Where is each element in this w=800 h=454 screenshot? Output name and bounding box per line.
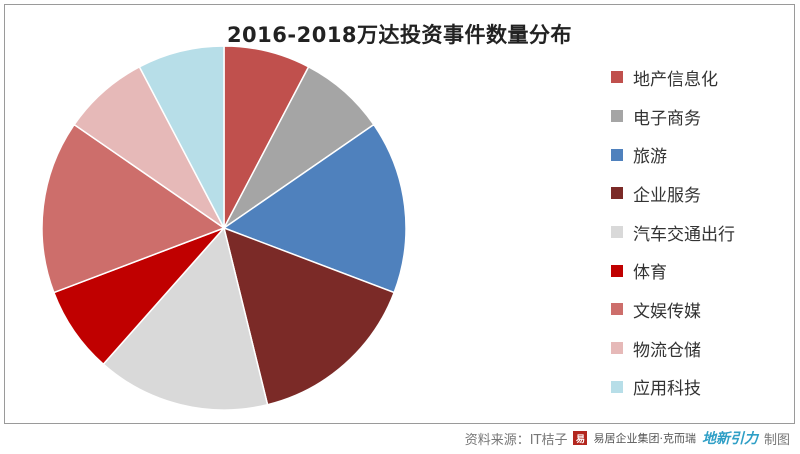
legend-swatch	[611, 187, 623, 200]
chart-legend: 地产信息化电子商务旅游企业服务汽车交通出行 体育文娱传媒物流仓储应用科技	[611, 58, 735, 406]
legend-item: 文娱传媒	[611, 290, 735, 329]
legend-swatch	[611, 71, 623, 84]
pie-slice-3	[222, 123, 407, 294]
pie-slice-4	[222, 226, 396, 406]
legend-label: 文娱传媒	[633, 301, 701, 322]
pie-slice-9	[138, 45, 225, 229]
legend-item: 电子商务	[611, 97, 735, 136]
made-by-text: 制图	[763, 432, 790, 448]
legend-item: 汽车交通出行	[611, 213, 735, 252]
legend-label: 应用科技	[633, 379, 701, 400]
legend-swatch	[611, 303, 623, 316]
pie-slice-5	[102, 226, 269, 411]
brand-logo: 地新引力	[701, 431, 758, 447]
legend-label: 电子商务	[633, 108, 701, 129]
pie-chart	[41, 45, 407, 411]
legend-swatch	[611, 380, 623, 393]
legend-item: 旅游	[611, 135, 735, 174]
legend-item: 企业服务	[611, 174, 735, 213]
legend-item: 地产信息化	[611, 58, 735, 97]
legend-label: 旅游	[633, 147, 667, 168]
footer: 资料来源：IT桔子 易 易居企业集团·克而瑞 地新引力 制图	[465, 427, 790, 449]
legend-label: 企业服务	[633, 185, 701, 206]
legend-item: 体育	[611, 251, 735, 290]
legend-item: 应用科技	[611, 368, 735, 407]
logo-text: 易居企业集团·克而瑞	[593, 432, 696, 445]
legend-label: 地产信息化	[633, 69, 718, 90]
legend-swatch	[611, 264, 623, 277]
pie-slice-7	[41, 123, 226, 294]
source-text: 资料来源：IT桔子	[464, 432, 568, 448]
legend-label: 物流仓储	[633, 340, 701, 361]
legend-label: 体育	[633, 263, 667, 284]
legend-swatch	[611, 342, 623, 355]
chart-title: 2016-2018万达投资事件数量分布	[226, 23, 573, 47]
legend-swatch	[611, 148, 623, 161]
legend-item: 物流仓储	[611, 329, 735, 368]
legend-swatch	[611, 226, 623, 239]
legend-label: 汽车交通出行	[633, 224, 735, 245]
yiju-logo-icon: 易	[573, 431, 588, 445]
legend-swatch	[611, 110, 623, 123]
